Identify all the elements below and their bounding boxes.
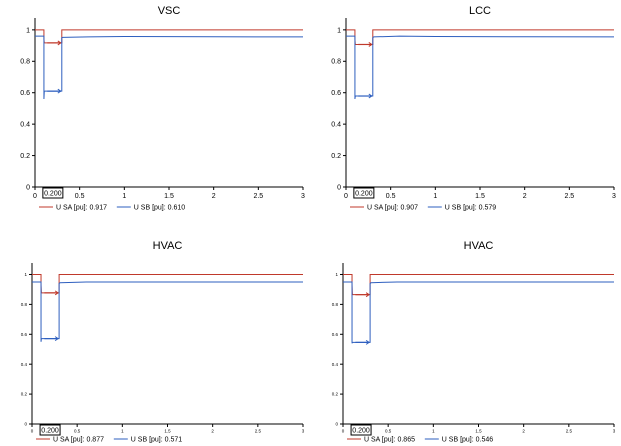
dip-marker-arrow (54, 336, 60, 342)
dip-marker-arrow (57, 40, 62, 46)
legend-label: U SB [pu]: 0.610 (134, 205, 185, 212)
chart-panel-vsc: VSC 0 0.2 0.4 0.6 0.8 1 0 0.5 1 1.5 2 2.5 3 0.200 U SA … (0, 0, 310, 223)
cursor-value-label: 0.200 (41, 428, 59, 435)
chart-svg: VSC 0 0.2 0.4 0.6 0.8 1 0 0.5 1 1.5 2 2.5 3 0.200 U SA … (20, 5, 305, 212)
x-tick-label: 0.5 (385, 429, 392, 434)
y-tick-label: 1 (335, 272, 338, 277)
series-line-u-sa (343, 273, 614, 296)
y-tick-label: 0 (26, 184, 30, 191)
y-tick-label: 1 (26, 27, 30, 34)
y-tick-label: 0.6 (332, 332, 339, 337)
x-tick-label: 2.5 (255, 429, 262, 434)
x-tick-label: 3 (612, 193, 616, 200)
legend-label: U SA [pu]: 0.917 (56, 205, 107, 212)
series-line-u-sb (35, 35, 304, 100)
chart-title: LCC (469, 5, 491, 17)
y-tick-label: 1 (24, 272, 27, 277)
y-tick-label: 0.6 (21, 332, 28, 337)
dip-marker-arrow (368, 93, 373, 99)
y-tick-label: 0.4 (332, 362, 339, 367)
y-tick-label: 0.4 (20, 122, 30, 129)
chart-svg: LCC 0 0.2 0.4 0.6 0.8 1 0 0.5 1 1.5 2 2.5 3 0.200 U SA … (331, 5, 616, 212)
chart-panel-hvac-right: HVAC 0 0.2 0.4 0.6 0.8 1 0 0.5 1 1.5 2 2.5 3 0.200 U SA… (311, 223, 621, 446)
x-tick-label: 1 (433, 193, 437, 200)
x-tick-label: 1.5 (164, 429, 171, 434)
x-tick-label: 2 (522, 429, 525, 434)
chart-svg: HVAC 0 0.2 0.4 0.6 0.8 1 0 0.5 1 1.5 2 2.5 3 0.200 U SA… (21, 240, 305, 444)
cursor-value-box[interactable] (350, 424, 372, 436)
dip-marker-arrow (54, 290, 60, 296)
cursor-value-box[interactable] (42, 187, 64, 199)
x-tick-label: 1 (432, 429, 435, 434)
chart-title: HVAC (464, 240, 494, 252)
legend-label: U SA [pu]: 0.907 (367, 205, 418, 212)
axis-lines (345, 18, 614, 188)
y-tick-label: 0.6 (331, 90, 341, 97)
y-tick-label: 0 (337, 184, 341, 191)
x-tick-label: 1 (121, 429, 124, 434)
cursor-value-label: 0.200 (44, 191, 62, 198)
x-tick-label: 1.5 (475, 429, 482, 434)
x-tick-label: 2 (211, 429, 214, 434)
series-line-u-sa (32, 273, 303, 294)
y-tick-label: 0.2 (20, 153, 30, 160)
x-tick-label: 1 (122, 193, 126, 200)
cursor-value-label: 0.200 (355, 191, 373, 198)
legend-label: U SA [pu]: 0.877 (53, 437, 104, 444)
x-tick-label: 2 (523, 193, 527, 200)
y-tick-label: 0.8 (21, 302, 28, 307)
legend-label: U SA [pu]: 0.865 (364, 437, 415, 444)
y-tick-label: 0.8 (331, 59, 341, 66)
dip-marker-arrow (365, 339, 371, 345)
x-tick-label: 0 (31, 429, 34, 434)
chart-panel-lcc: LCC 0 0.2 0.4 0.6 0.8 1 0 0.5 1 1.5 2 2.5 3 0.200 U SA … (311, 0, 621, 223)
y-tick-label: 0.4 (331, 122, 341, 129)
dip-marker-arrow (368, 42, 373, 47)
x-tick-label: 1.5 (475, 193, 485, 200)
series-line-u-sb (343, 281, 614, 344)
cursor-value-box[interactable] (353, 187, 375, 199)
x-tick-label: 0.5 (75, 193, 85, 200)
y-tick-label: 0 (24, 422, 27, 427)
y-tick-label: 0.8 (332, 302, 339, 307)
x-tick-label: 3 (302, 429, 305, 434)
y-tick-label: 0.2 (331, 153, 341, 160)
chart-title: VSC (158, 5, 181, 17)
legend-label: U SB [pu]: 0.579 (445, 205, 496, 212)
x-tick-label: 2.5 (253, 193, 263, 200)
x-tick-label: 0 (33, 193, 37, 200)
x-tick-label: 2 (212, 193, 216, 200)
cursor-value-box[interactable] (39, 424, 61, 436)
legend-label: U SB [pu]: 0.571 (131, 437, 182, 444)
cursor-value-label: 0.200 (352, 428, 370, 435)
x-tick-label: 0.5 (386, 193, 396, 200)
x-tick-label: 2.5 (564, 193, 574, 200)
x-tick-label: 1.5 (164, 193, 174, 200)
y-tick-label: 0.6 (20, 90, 30, 97)
x-tick-label: 0 (344, 193, 348, 200)
series-line-u-sb (346, 35, 615, 100)
legend-label: U SB [pu]: 0.546 (442, 437, 493, 444)
y-tick-label: 0.2 (332, 392, 339, 397)
y-tick-label: 0.8 (20, 59, 30, 66)
y-tick-label: 0 (335, 422, 338, 427)
chart-svg: HVAC 0 0.2 0.4 0.6 0.8 1 0 0.5 1 1.5 2 2.5 3 0.200 U SA… (332, 240, 616, 444)
chart-panel-hvac-left: HVAC 0 0.2 0.4 0.6 0.8 1 0 0.5 1 1.5 2 2.5 3 0.200 U SA… (0, 223, 310, 446)
axis-lines (342, 263, 614, 425)
y-tick-label: 1 (337, 27, 341, 34)
axis-lines (34, 18, 303, 188)
x-tick-label: 3 (301, 193, 305, 200)
dip-marker-arrow (365, 292, 371, 298)
y-tick-label: 0.2 (21, 392, 28, 397)
x-tick-label: 0 (342, 429, 345, 434)
x-tick-label: 3 (613, 429, 616, 434)
dip-marker-arrow (57, 88, 62, 94)
x-tick-label: 2.5 (566, 429, 573, 434)
axis-lines (31, 263, 303, 425)
series-line-u-sb (32, 281, 303, 342)
x-tick-label: 0.5 (74, 429, 81, 434)
chart-title: HVAC (153, 240, 183, 252)
y-tick-label: 0.4 (21, 362, 28, 367)
